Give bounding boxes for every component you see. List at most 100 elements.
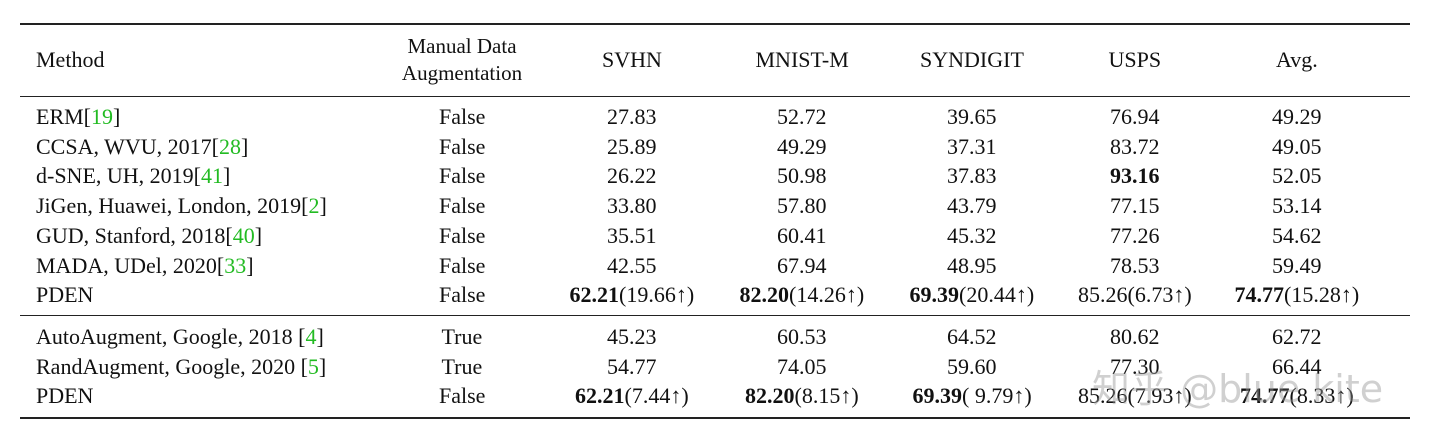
text-run: (8.33↑) xyxy=(1289,383,1354,409)
text-run: ] xyxy=(318,353,327,379)
value-cell: 49.29 xyxy=(777,133,827,159)
text-run: MADA, UDel, 2020[ xyxy=(36,252,225,278)
text-run: ( 9.79↑) xyxy=(962,383,1032,409)
value-cell: 49.29 xyxy=(1272,104,1322,129)
text-run: 69.39 xyxy=(909,282,960,308)
text-run: 62.21 xyxy=(575,383,625,409)
text-run: 74.77 xyxy=(1234,282,1285,308)
text-run: ERM[ xyxy=(36,104,91,129)
value-cell: 60.53 xyxy=(777,324,827,349)
value-cell: False xyxy=(439,193,486,219)
value-cell: 50.98 xyxy=(777,163,827,189)
value-cell: 93.16 xyxy=(1110,163,1160,189)
value-cell: 54.77 xyxy=(607,353,657,379)
bottom-rule xyxy=(20,417,1410,419)
value-cell: 27.83 xyxy=(607,104,657,129)
value-cell: False xyxy=(439,282,486,308)
text-run: GUD, Stanford, 2018[ xyxy=(36,222,233,248)
value-cell: False xyxy=(439,252,486,278)
group-rule xyxy=(20,315,1410,316)
text-run: AutoAugment, Google, 2018 [ xyxy=(36,324,306,349)
value-cell: 26.22 xyxy=(607,163,657,189)
method-cell: PDEN xyxy=(36,282,94,308)
text-run: (7.44↑) xyxy=(624,383,689,409)
value-cell: False xyxy=(439,133,486,159)
value-cell: 77.26 xyxy=(1110,222,1160,248)
value-cell: 49.05 xyxy=(1272,133,1322,159)
value-cell: 77.15 xyxy=(1110,193,1160,219)
text-run: ] xyxy=(113,104,121,129)
method-cell: AutoAugment, Google, 2018 [4] xyxy=(36,324,324,350)
text-run: (19.66↑) xyxy=(619,282,695,308)
value-cell: 37.31 xyxy=(947,133,997,159)
text-run: ] xyxy=(254,222,263,248)
method-cell: PDEN xyxy=(36,383,94,409)
top-rule xyxy=(20,23,1410,25)
value-cell: 59.60 xyxy=(947,353,997,379)
method-cell: RandAugment, Google, 2020 [5] xyxy=(36,354,326,380)
value-cell: 66.44 xyxy=(1272,353,1322,379)
value-cell: 74.05 xyxy=(777,353,827,379)
value-cell: 52.05 xyxy=(1272,163,1322,189)
value-cell: 25.89 xyxy=(607,133,657,159)
header-cell: SVHN xyxy=(602,47,662,72)
value-cell: 80.62 xyxy=(1110,324,1160,349)
value-cell: True xyxy=(441,353,483,379)
value-cell: 43.79 xyxy=(947,193,997,219)
header-cell: MNIST-M xyxy=(755,47,849,72)
value-cell: 39.65 xyxy=(947,104,997,129)
value-cell: 45.23 xyxy=(607,324,657,349)
text-run: 82.20 xyxy=(739,282,790,308)
citation: 4 xyxy=(305,324,317,349)
method-cell: ERM[19] xyxy=(36,104,120,130)
citation: 5 xyxy=(307,353,319,379)
header-rule xyxy=(20,96,1410,97)
value-cell: 37.83 xyxy=(947,163,997,189)
header-cell: Method xyxy=(36,47,105,72)
text-run: (8.15↑) xyxy=(794,383,859,409)
value-cell: False xyxy=(439,163,486,189)
text-run: (20.44↑) xyxy=(959,282,1035,308)
method-cell: d-SNE, UH, 2019[41] xyxy=(36,163,230,189)
citation: 41 xyxy=(201,163,223,189)
value-cell: 42.55 xyxy=(607,252,657,278)
method-cell: MADA, UDel, 2020[33] xyxy=(36,253,254,279)
text-run: 69.39 xyxy=(912,383,963,409)
value-cell: 59.49 xyxy=(1272,252,1322,278)
value-cell: 69.39( 9.79↑) xyxy=(913,383,1032,409)
watermark: 知乎 @blue kite xyxy=(1092,367,1384,411)
value-cell: False xyxy=(439,222,486,248)
value-cell: 82.20(14.26↑) xyxy=(740,282,865,308)
value-cell: 74.77(15.28↑) xyxy=(1235,282,1360,308)
value-cell: 76.94 xyxy=(1110,104,1160,129)
header-cell: Avg. xyxy=(1276,47,1318,72)
text-run: d-SNE, UH, 2019[ xyxy=(36,163,201,189)
text-run: ] xyxy=(316,324,324,349)
value-cell: 60.41 xyxy=(777,222,827,248)
header-cell: SYNDIGIT xyxy=(920,47,1024,72)
citation: 28 xyxy=(218,133,241,159)
citation: 2 xyxy=(308,193,320,219)
value-cell: 48.95 xyxy=(947,252,997,278)
citation: 40 xyxy=(232,222,255,248)
value-cell: 62.72 xyxy=(1272,324,1322,349)
value-cell: 62.21(19.66↑) xyxy=(570,282,695,308)
text-run: ] xyxy=(223,163,231,189)
value-cell: 35.51 xyxy=(607,222,657,248)
header-cell: Manual Data Augmentation xyxy=(401,34,523,85)
text-run: ] xyxy=(319,193,327,219)
value-cell: 53.14 xyxy=(1272,193,1322,219)
text-run: JiGen, Huawei, London, 2019[ xyxy=(36,193,309,219)
citation: 19 xyxy=(91,104,113,129)
value-cell: 62.21(7.44↑) xyxy=(575,383,689,409)
text-run: ] xyxy=(240,133,249,159)
method-cell: CCSA, WVU, 2017[28] xyxy=(36,134,248,160)
citation: 33 xyxy=(224,252,247,278)
value-cell: 74.77(8.33↑) xyxy=(1240,383,1354,409)
text-run: (14.26↑) xyxy=(789,282,865,308)
value-cell: 33.80 xyxy=(607,193,657,219)
value-cell: 77.30 xyxy=(1110,353,1160,379)
header-cell: USPS xyxy=(1108,47,1162,72)
value-cell: 64.52 xyxy=(947,324,997,349)
